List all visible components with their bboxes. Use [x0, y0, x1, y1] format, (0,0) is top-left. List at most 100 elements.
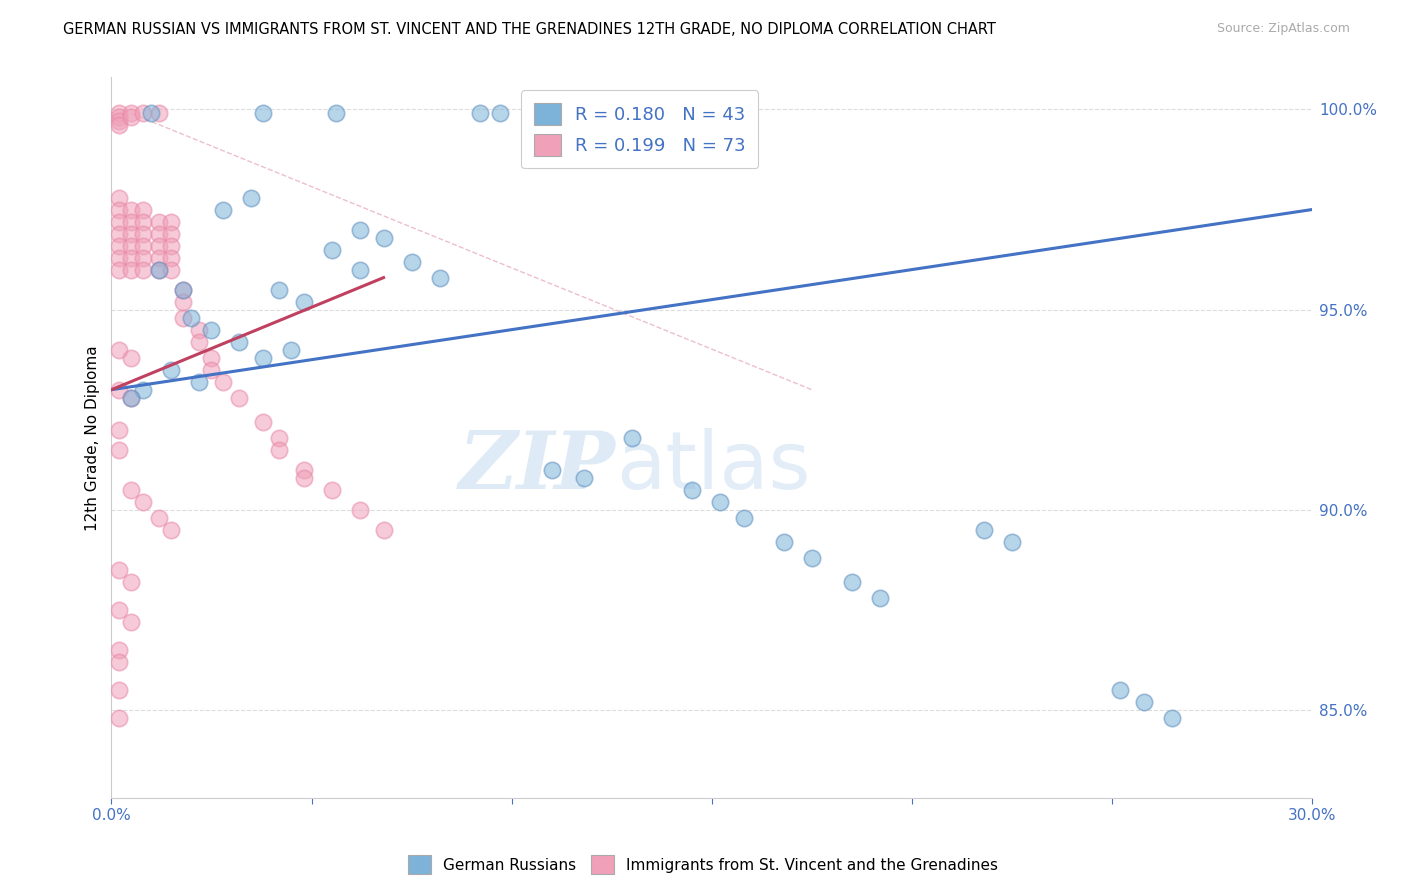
Point: [373, 230, 395, 244]
Point: [148, 106, 170, 120]
Point: [160, 214, 183, 228]
Point: [540, 463, 562, 477]
Point: [148, 227, 170, 241]
Point: [148, 262, 170, 277]
Point: [108, 423, 131, 437]
Point: [108, 383, 131, 397]
Point: [108, 227, 131, 241]
Point: [160, 262, 183, 277]
Point: [188, 375, 211, 389]
Point: [120, 202, 142, 217]
Point: [349, 503, 371, 517]
Point: [108, 711, 131, 725]
Point: [148, 262, 170, 277]
Point: [132, 238, 155, 252]
Point: [548, 106, 571, 120]
Point: [120, 574, 142, 589]
Point: [1001, 534, 1024, 549]
Point: [401, 254, 423, 268]
Point: [772, 534, 794, 549]
Point: [349, 262, 371, 277]
Point: [141, 106, 163, 120]
Point: [200, 351, 222, 365]
Point: [252, 415, 274, 429]
Point: [120, 262, 142, 277]
Point: [120, 227, 142, 241]
Point: [228, 334, 250, 349]
Point: [488, 106, 510, 120]
Point: [120, 391, 142, 405]
Point: [200, 362, 222, 376]
Point: [132, 106, 155, 120]
Point: [108, 251, 131, 265]
Point: [572, 471, 595, 485]
Text: atlas: atlas: [616, 427, 810, 506]
Point: [132, 227, 155, 241]
Point: [292, 471, 315, 485]
Point: [468, 106, 491, 120]
Point: [160, 227, 183, 241]
Text: ZIP: ZIP: [458, 428, 616, 506]
Point: [132, 495, 155, 509]
Point: [160, 251, 183, 265]
Point: [120, 106, 142, 120]
Point: [120, 214, 142, 228]
Point: [132, 202, 155, 217]
Point: [269, 442, 291, 457]
Point: [1109, 683, 1132, 698]
Point: [132, 262, 155, 277]
Point: [349, 222, 371, 236]
Point: [520, 106, 543, 120]
Point: [1133, 695, 1156, 709]
Point: [148, 238, 170, 252]
Point: [132, 383, 155, 397]
Point: [160, 362, 183, 376]
Point: [108, 262, 131, 277]
Point: [869, 591, 891, 605]
Point: [572, 106, 595, 120]
Point: [148, 214, 170, 228]
Y-axis label: 12th Grade, No Diploma: 12th Grade, No Diploma: [86, 345, 100, 531]
Point: [120, 351, 142, 365]
Point: [733, 511, 755, 525]
Point: [325, 106, 347, 120]
Point: [132, 251, 155, 265]
Point: [108, 442, 131, 457]
Point: [108, 214, 131, 228]
Point: [108, 238, 131, 252]
Point: [973, 523, 995, 537]
Point: [200, 323, 222, 337]
Point: [429, 270, 451, 285]
Point: [120, 615, 142, 629]
Point: [252, 106, 274, 120]
Point: [160, 523, 183, 537]
Point: [108, 683, 131, 698]
Point: [800, 550, 823, 565]
Point: [269, 283, 291, 297]
Point: [681, 483, 703, 497]
Point: [108, 119, 131, 133]
Point: [120, 391, 142, 405]
Point: [172, 283, 194, 297]
Point: [172, 310, 194, 325]
Point: [120, 483, 142, 497]
Point: [108, 190, 131, 204]
Point: [212, 202, 235, 217]
Point: [292, 294, 315, 309]
Point: [212, 375, 235, 389]
Point: [172, 283, 194, 297]
Point: [841, 574, 863, 589]
Point: [180, 310, 202, 325]
Point: [228, 391, 250, 405]
Point: [108, 111, 131, 125]
Point: [148, 511, 170, 525]
Point: [321, 483, 343, 497]
Point: [709, 495, 731, 509]
Point: [148, 251, 170, 265]
Point: [160, 238, 183, 252]
Point: [280, 343, 302, 357]
Point: [1161, 711, 1184, 725]
Point: [188, 323, 211, 337]
Point: [188, 334, 211, 349]
Point: [108, 202, 131, 217]
